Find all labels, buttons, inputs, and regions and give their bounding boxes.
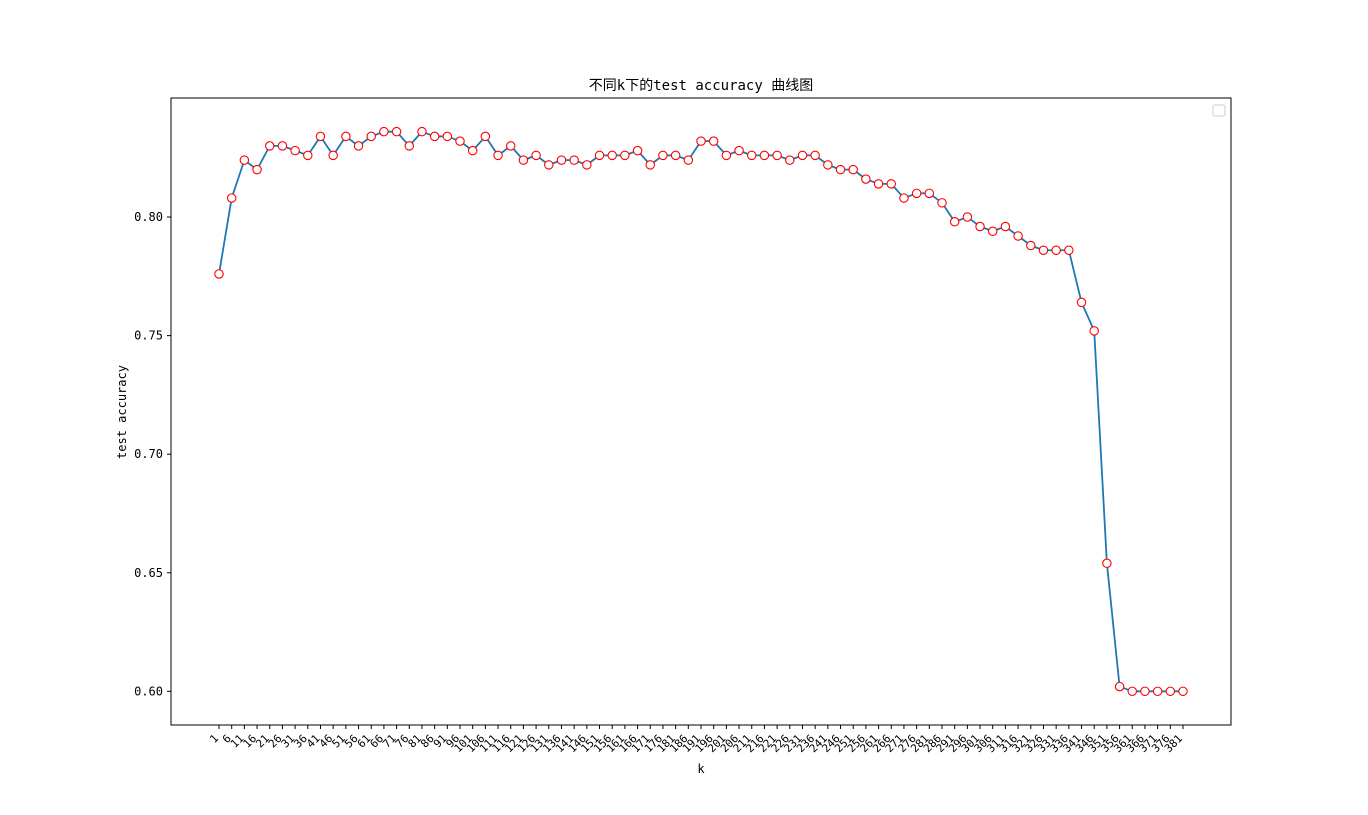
data-point [975,221,985,232]
x-axis: 1611162126313641465156616671768186919610… [207,725,1185,755]
data-point [607,150,617,161]
data-point [1140,686,1150,697]
data-point [518,155,529,165]
y-tick-label: 0.75 [134,329,163,343]
data-point [1165,686,1176,697]
data-point [683,155,694,165]
data-point [823,160,833,170]
data-point [531,150,541,161]
data-point [277,141,288,151]
data-point [1152,686,1163,697]
chart-title: 不同k下的test accuracy 曲线图 [589,78,813,94]
data-point [962,212,973,222]
data-point [315,131,326,142]
data-point [1127,686,1138,697]
x-axis-label: k [697,762,705,776]
data-point [226,193,237,203]
data-point [1000,221,1011,232]
y-axis-label: test accuracy [115,365,129,459]
data-point [480,131,491,142]
data-point [1114,681,1125,692]
data-point [949,217,960,227]
data-point [303,150,313,161]
data-point [1038,245,1049,255]
y-tick-label: 0.60 [134,684,163,698]
data-point [569,155,579,165]
data-point [645,160,656,170]
data-point [379,126,389,137]
data-point [252,164,262,175]
data-point [556,155,567,165]
data-point [341,131,351,142]
data-point [505,141,516,151]
data-point [696,136,706,146]
plot-layer [214,126,1188,697]
data-point [658,150,668,161]
data-point [264,141,275,151]
data-point [1013,231,1023,241]
data-point [899,193,909,203]
data-point [1076,297,1087,308]
data-point [417,126,427,137]
data-point [391,126,402,137]
data-point [429,131,440,142]
data-point [848,164,858,175]
data-point [455,136,465,146]
data-point [1026,240,1036,251]
data-point [785,155,795,165]
data-point [1102,558,1112,569]
data-point [544,160,554,170]
data-point [873,179,884,189]
data-point [734,145,744,156]
data-point [911,188,922,199]
data-point [1089,326,1099,336]
data-point [759,150,770,161]
y-axis: 0.60 0.65 0.70 0.75 0.80 [134,210,171,698]
data-point [290,145,300,156]
data-point [937,198,947,208]
data-point [214,269,224,279]
data-point [353,141,364,151]
data-point [835,164,846,175]
data-point [239,155,250,165]
data-point [1064,245,1074,255]
legend-box [1212,104,1226,117]
data-point [1178,686,1188,697]
data-point [366,131,376,142]
data-point [886,179,897,189]
data-point [772,150,782,161]
data-point [861,174,871,184]
data-point [746,150,757,161]
data-point [404,141,415,151]
y-tick-label: 0.70 [134,447,163,461]
data-point [442,131,453,142]
data-point [632,145,643,156]
y-tick-label: 0.80 [134,210,163,224]
data-point [328,150,338,161]
data-point [987,226,998,237]
data-point [670,150,681,161]
data-point [708,136,719,146]
data-point [582,160,592,170]
y-tick-label: 0.65 [134,566,163,580]
data-point [594,150,605,161]
data-point [810,150,820,161]
data-point [1051,245,1061,255]
data-point [721,150,732,161]
data-point [924,188,935,199]
data-point [797,150,808,161]
data-point [467,145,478,156]
data-point [493,150,503,161]
data-point [620,150,630,161]
